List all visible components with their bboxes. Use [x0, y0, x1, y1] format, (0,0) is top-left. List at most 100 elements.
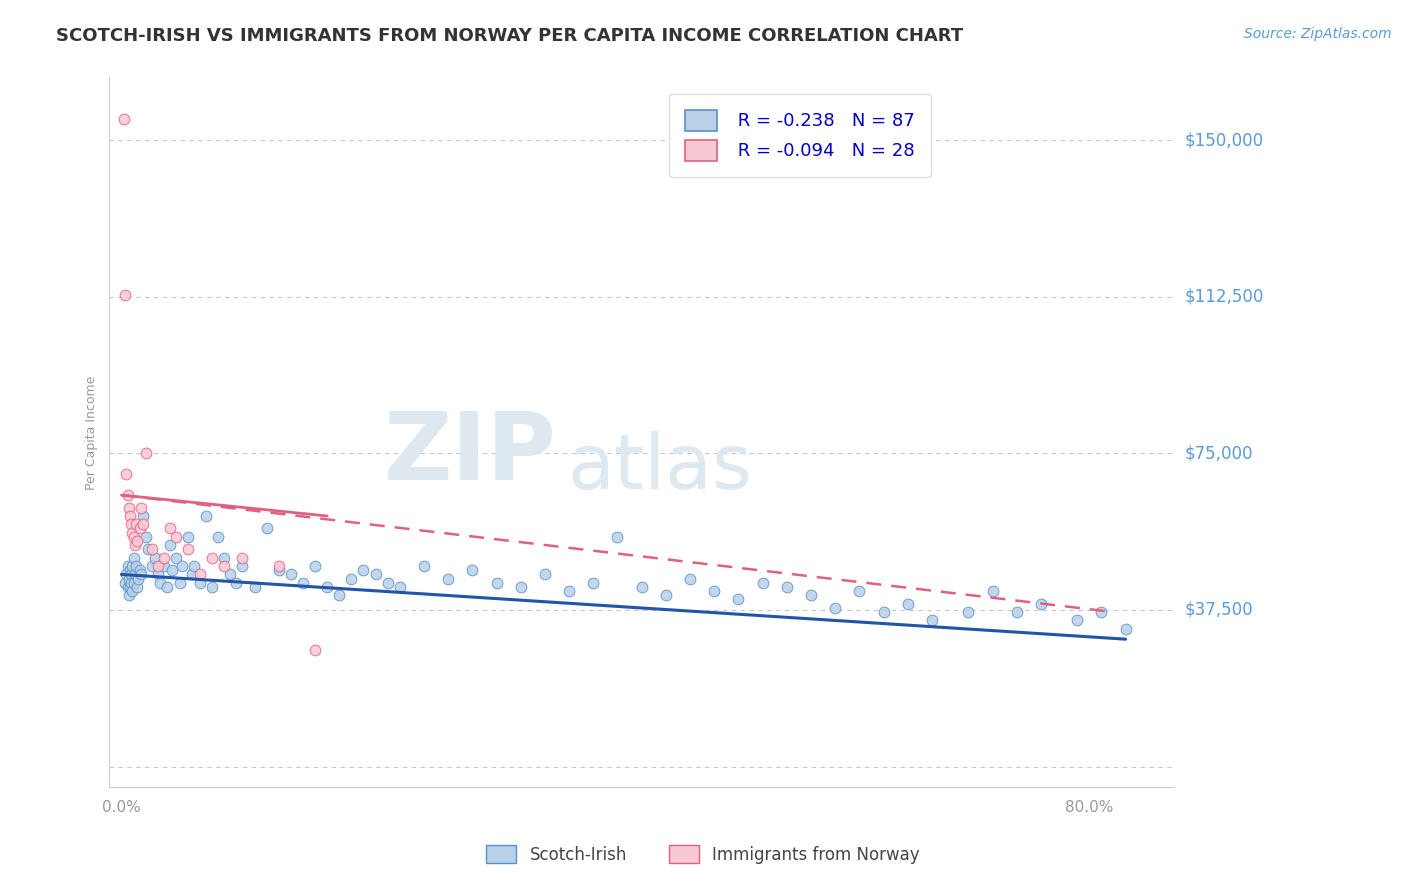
Point	[114, 575, 136, 590]
Point	[128, 521, 150, 535]
Point	[353, 563, 375, 577]
Point	[231, 559, 253, 574]
Point	[165, 550, 187, 565]
Text: atlas: atlas	[567, 431, 752, 505]
Point	[183, 559, 205, 574]
Point	[243, 580, 266, 594]
Point	[177, 530, 200, 544]
Point	[207, 530, 229, 544]
Point	[606, 530, 628, 544]
Point	[127, 534, 149, 549]
Point	[132, 508, 155, 523]
Point	[824, 600, 846, 615]
Point	[897, 597, 920, 611]
Point	[136, 542, 159, 557]
Point	[558, 584, 581, 599]
Point	[1066, 613, 1088, 627]
Point	[156, 580, 179, 594]
Point	[112, 112, 135, 127]
Point	[981, 584, 1004, 599]
Point	[135, 446, 157, 460]
Point	[630, 580, 652, 594]
Point	[118, 580, 141, 594]
Point	[195, 508, 218, 523]
Legend:  R = -0.238   N = 87,  R = -0.094   N = 28: R = -0.238 N = 87, R = -0.094 N = 28	[668, 94, 931, 177]
Text: SCOTCH-IRISH VS IMMIGRANTS FROM NORWAY PER CAPITA INCOME CORRELATION CHART: SCOTCH-IRISH VS IMMIGRANTS FROM NORWAY P…	[56, 27, 963, 45]
Point	[121, 525, 143, 540]
Point	[153, 550, 176, 565]
Legend: Scotch-Irish, Immigrants from Norway: Scotch-Irish, Immigrants from Norway	[479, 838, 927, 871]
Point	[117, 559, 139, 574]
Point	[304, 642, 326, 657]
Point	[125, 517, 148, 532]
Point	[485, 575, 508, 590]
Point	[118, 572, 141, 586]
Point	[177, 542, 200, 557]
Point	[121, 559, 143, 574]
Text: $112,500: $112,500	[1185, 288, 1264, 306]
Point	[679, 572, 702, 586]
Point	[118, 563, 141, 577]
Point	[267, 559, 290, 574]
Point	[127, 572, 149, 586]
Point	[128, 563, 150, 577]
Point	[125, 559, 148, 574]
Point	[169, 575, 191, 590]
Point	[655, 588, 678, 602]
Point	[127, 580, 149, 594]
Point	[159, 521, 181, 535]
Point	[751, 575, 773, 590]
Point	[377, 575, 399, 590]
Point	[120, 567, 142, 582]
Point	[115, 567, 138, 582]
Point	[214, 550, 236, 565]
Point	[120, 575, 142, 590]
Text: $37,500: $37,500	[1185, 601, 1254, 619]
Point	[267, 563, 290, 577]
Point	[122, 550, 145, 565]
Point	[149, 575, 172, 590]
Text: 0.0%: 0.0%	[103, 800, 141, 815]
Point	[153, 559, 176, 574]
Point	[256, 521, 278, 535]
Point	[132, 517, 155, 532]
Point	[340, 572, 363, 586]
Point	[159, 538, 181, 552]
Text: Source: ZipAtlas.com: Source: ZipAtlas.com	[1244, 27, 1392, 41]
Point	[413, 559, 436, 574]
Point	[582, 575, 605, 590]
Point	[280, 567, 302, 582]
Point	[214, 559, 236, 574]
Point	[124, 538, 146, 552]
Point	[118, 588, 141, 602]
Text: 80.0%: 80.0%	[1066, 800, 1114, 815]
Text: ZIP: ZIP	[384, 408, 557, 500]
Point	[364, 567, 387, 582]
Point	[129, 500, 152, 515]
Point	[122, 575, 145, 590]
Point	[231, 550, 253, 565]
Point	[800, 588, 823, 602]
Point	[165, 530, 187, 544]
Point	[957, 605, 980, 619]
Point	[201, 550, 224, 565]
Point	[534, 567, 557, 582]
Point	[121, 584, 143, 599]
Point	[316, 580, 339, 594]
Point	[328, 588, 350, 602]
Point	[129, 567, 152, 582]
Point	[162, 563, 184, 577]
Point	[135, 530, 157, 544]
Point	[141, 559, 163, 574]
Point	[118, 500, 141, 515]
Text: $75,000: $75,000	[1185, 444, 1254, 462]
Point	[437, 572, 460, 586]
Point	[509, 580, 531, 594]
Point	[146, 559, 169, 574]
Point	[145, 550, 167, 565]
Point	[120, 517, 142, 532]
Point	[180, 567, 202, 582]
Point	[848, 584, 870, 599]
Point	[114, 287, 136, 301]
Point	[115, 467, 138, 482]
